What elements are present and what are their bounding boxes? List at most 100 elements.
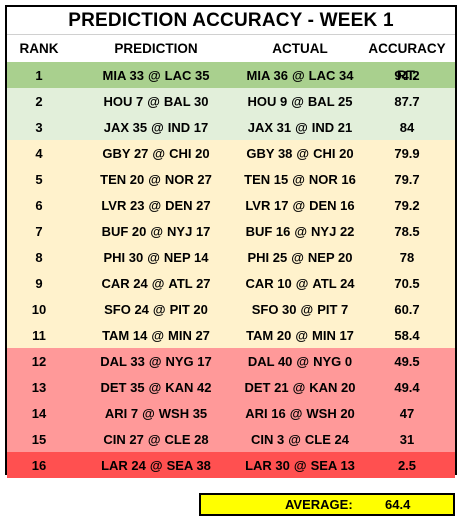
rank-cell: 12 — [31, 354, 47, 369]
table-body: 1 MIA 33 @ LAC 35 MIA 36 @ LAC 34 94.2 2 HOU 7 @ BA… — [7, 62, 455, 478]
rank-cell: 16 — [31, 458, 47, 473]
actual-home: MIN 17 — [312, 328, 354, 343]
average-label: AVERAGE: — [285, 497, 353, 512]
rank-cell: 2 — [35, 94, 43, 109]
prediction-cell: GBY 27 @ CHI 20 — [71, 141, 241, 166]
at-separator: @ — [147, 68, 161, 83]
rank-cell: 13 — [31, 380, 47, 395]
at-separator: @ — [147, 250, 160, 265]
prediction-away: PHI 30 — [103, 250, 144, 265]
accuracy-cell: 58.4 — [394, 328, 420, 343]
prediction-accuracy-table: PREDICTION ACCURACY - WEEK 1 RANK PREDIC… — [5, 5, 457, 478]
actual-home: NYJ 22 — [311, 224, 355, 239]
accuracy-cell: 79.7 — [394, 172, 420, 187]
actual-cell: LAR 30 @ SEA 13 — [241, 453, 359, 478]
prediction-home: WSH 35 — [158, 406, 208, 421]
rank-cell: 10 — [31, 302, 47, 317]
at-separator: @ — [148, 354, 162, 369]
at-separator: @ — [293, 458, 307, 473]
table-row: 13 DET 35 @ KAN 42 DET 21 @ KAN 20 49.4 — [7, 374, 455, 400]
at-separator: @ — [296, 354, 310, 369]
at-separator: @ — [151, 120, 164, 135]
at-separator: @ — [147, 432, 161, 447]
at-separator: @ — [300, 302, 314, 317]
actual-cell: ARI 16 @ WSH 20 — [241, 401, 359, 426]
actual-home: SEA 13 — [310, 458, 355, 473]
prediction-away: GBY 27 — [102, 146, 149, 161]
actual-cell: TAM 20 @ MIN 17 — [241, 323, 359, 348]
prediction-cell: MIA 33 @ LAC 35 — [71, 63, 241, 88]
header-row: RANK PREDICTION ACTUAL ACCURACY RT. — [7, 35, 455, 83]
prediction-home: MIN 27 — [168, 328, 210, 343]
at-separator: @ — [148, 380, 162, 395]
prediction-cell: DAL 33 @ NYG 17 — [71, 349, 241, 374]
rank-cell: 9 — [35, 276, 43, 291]
actual-home: DEN 16 — [309, 198, 355, 213]
actual-away: DET 21 — [244, 380, 289, 395]
actual-away: CIN 3 — [251, 432, 285, 447]
prediction-cell: LVR 23 @ DEN 27 — [71, 193, 241, 218]
accuracy-cell: 78 — [399, 250, 415, 265]
at-separator: @ — [148, 172, 161, 187]
accuracy-cell: 79.2 — [394, 198, 420, 213]
at-separator: @ — [152, 302, 166, 317]
prediction-cell: JAX 35 @ IND 17 — [71, 115, 241, 140]
accuracy-cell: 49.5 — [394, 354, 420, 369]
average-box: AVERAGE: 64.4 — [199, 493, 455, 516]
prediction-away: TEN 20 — [100, 172, 145, 187]
at-separator: @ — [151, 276, 165, 291]
table-row: 7 BUF 20 @ NYJ 17 BUF 16 @ NYJ 22 78.5 — [7, 218, 455, 244]
at-separator: @ — [292, 172, 305, 187]
prediction-cell: TAM 14 @ MIN 27 — [71, 323, 241, 348]
table-title: PREDICTION ACCURACY - WEEK 1 — [7, 7, 455, 35]
actual-away: LAR 30 — [245, 458, 290, 473]
actual-cell: CAR 10 @ ATL 24 — [241, 271, 359, 296]
header-accuracy: ACCURACY RT. — [368, 41, 446, 83]
table-row: 16 LAR 24 @ SEA 38 LAR 30 @ SEA 13 2.5 — [7, 452, 455, 478]
table-row: 8 PHI 30 @ NEP 14 PHI 25 @ NEP 20 78 — [7, 244, 455, 270]
rank-cell: 14 — [31, 406, 47, 421]
at-separator: @ — [296, 146, 310, 161]
actual-home: NEP 20 — [307, 250, 353, 265]
prediction-home: DEN 27 — [165, 198, 211, 213]
header-rank: RANK — [19, 41, 59, 56]
rank-cell: 15 — [31, 432, 47, 447]
at-separator: @ — [148, 198, 162, 213]
table-row: 3 JAX 35 @ IND 17 JAX 31 @ IND 21 84 — [7, 114, 455, 140]
rank-cell: 6 — [35, 198, 43, 213]
at-separator: @ — [288, 432, 301, 447]
at-separator: @ — [147, 94, 160, 109]
actual-away: SFO 30 — [251, 302, 297, 317]
header-actual: ACTUAL — [272, 41, 328, 56]
accuracy-cell: 31 — [399, 432, 415, 447]
prediction-away: CAR 24 — [101, 276, 148, 291]
actual-away: GBY 38 — [246, 146, 293, 161]
prediction-home: LAC 35 — [164, 68, 210, 83]
actual-cell: GBY 38 @ CHI 20 — [241, 141, 359, 166]
table-row: 11 TAM 14 @ MIN 27 TAM 20 @ MIN 17 58.4 — [7, 322, 455, 348]
prediction-home: IND 17 — [167, 120, 209, 135]
at-separator: @ — [291, 250, 304, 265]
actual-cell: MIA 36 @ LAC 34 — [241, 63, 359, 88]
table-row: 9 CAR 24 @ ATL 27 CAR 10 @ ATL 24 70.5 — [7, 270, 455, 296]
at-separator: @ — [295, 120, 308, 135]
actual-cell: SFO 30 @ PIT 7 — [241, 297, 359, 322]
actual-cell: DAL 40 @ NYG 0 — [241, 349, 359, 374]
prediction-away: SFO 24 — [104, 302, 149, 317]
prediction-cell: ARI 7 @ WSH 35 — [71, 401, 241, 426]
actual-home: CLE 24 — [304, 432, 349, 447]
prediction-home: NOR 27 — [164, 172, 212, 187]
table-row: 15 CIN 27 @ CLE 28 CIN 3 @ CLE 24 31 — [7, 426, 455, 452]
at-separator: @ — [295, 328, 309, 343]
prediction-cell: HOU 7 @ BAL 30 — [71, 89, 241, 114]
accuracy-cell: 94.2 — [394, 68, 420, 83]
at-separator: @ — [295, 276, 309, 291]
at-separator: @ — [149, 458, 163, 473]
rank-cell: 4 — [35, 146, 43, 161]
table-row: 1 MIA 33 @ LAC 35 MIA 36 @ LAC 34 94.2 — [7, 62, 455, 88]
accuracy-cell: 47 — [399, 406, 415, 421]
rank-cell: 7 — [35, 224, 43, 239]
actual-home: IND 21 — [311, 120, 353, 135]
prediction-home: CLE 28 — [164, 432, 209, 447]
prediction-away: MIA 33 — [102, 68, 144, 83]
